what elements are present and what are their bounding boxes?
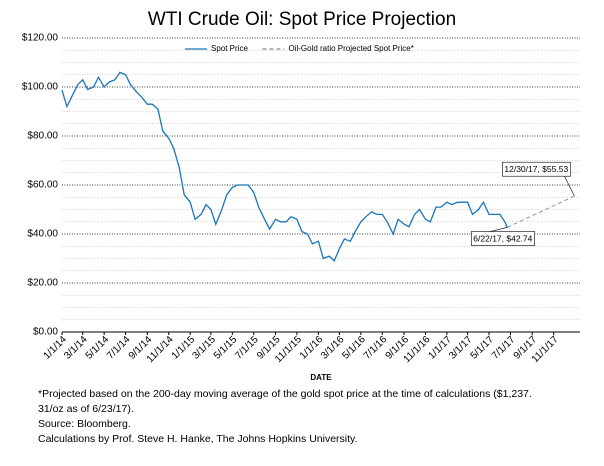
annotation-box bbox=[471, 231, 535, 246]
x-tick-label: 7/1/15 bbox=[233, 334, 261, 362]
legend-label: Spot Price bbox=[211, 44, 248, 53]
y-tick-label: $120.00 bbox=[22, 33, 59, 44]
footnote: 31/oz as of 6/23/17). bbox=[38, 403, 134, 415]
line-series bbox=[61, 71, 508, 263]
y-tick-label: $100.00 bbox=[22, 82, 59, 93]
x-tick-label: 3/1/14 bbox=[62, 334, 90, 362]
line-series bbox=[507, 195, 575, 228]
x-tick-label: 5/1/17 bbox=[469, 334, 497, 362]
legend-label: Oil-Gold ratio Projected Spot Price* bbox=[288, 44, 413, 53]
x-tick-label: 3/1/17 bbox=[447, 334, 475, 362]
x-tick-label: 5/1/14 bbox=[84, 334, 112, 362]
x-tick-label: 7/1/16 bbox=[362, 334, 390, 362]
x-tick-label: 5/1/16 bbox=[340, 334, 368, 362]
annotation-label: 6/22/17, $42.74 bbox=[473, 234, 532, 244]
footnote: Source: Bloomberg. bbox=[38, 418, 131, 430]
annotation: 12/30/17, $55.53 bbox=[502, 161, 571, 177]
footnote: Calculations by Prof. Steve H. Hanke, Th… bbox=[38, 433, 357, 445]
leader-line bbox=[564, 175, 575, 197]
x-tick-label: 3/1/15 bbox=[190, 334, 218, 362]
y-tick-label: $0.00 bbox=[33, 327, 58, 338]
y-tick-label: $60.00 bbox=[27, 180, 58, 191]
annotation-label: 12/30/17, $55.53 bbox=[504, 164, 568, 174]
y-tick-label: $80.00 bbox=[27, 131, 58, 142]
x-tick-label: 7/1/14 bbox=[105, 334, 133, 362]
x-axis-label: DATE bbox=[310, 373, 332, 382]
x-tick-label: 7/1/17 bbox=[490, 334, 518, 362]
y-tick-label: $40.00 bbox=[27, 229, 58, 240]
chart-title: WTI Crude Oil: Spot Price Projection bbox=[148, 9, 456, 30]
footnote: *Projected based on the 200-day moving a… bbox=[38, 388, 532, 400]
annotation: 6/22/17, $42.74 bbox=[471, 231, 535, 246]
annotation-box bbox=[502, 161, 571, 177]
x-tick-label: 3/1/16 bbox=[319, 334, 347, 362]
x-tick-label: 5/1/15 bbox=[212, 334, 240, 362]
legend: Spot Price Oil-Gold ratio Projected Spot … bbox=[185, 44, 414, 53]
y-tick-label: $20.00 bbox=[27, 278, 58, 289]
